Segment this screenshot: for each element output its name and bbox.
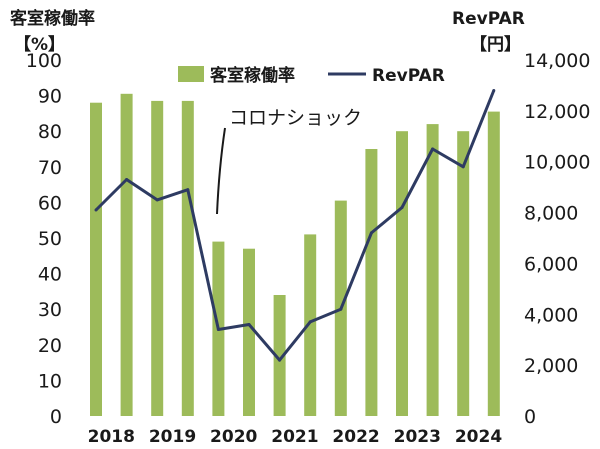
- revpar-line-group: [94, 89, 496, 362]
- left-tick-label: 70: [38, 157, 62, 179]
- occupancy-bars: [90, 93, 500, 417]
- left-tick-label: 50: [38, 228, 62, 250]
- right-tick-label: 8,000: [524, 203, 578, 225]
- right-tick-label: 2,000: [524, 355, 578, 377]
- occupancy-bar: [120, 93, 133, 417]
- right-tick-label: 12,000: [524, 101, 590, 123]
- left-tick-label: 0: [50, 406, 62, 428]
- occupancy-bar: [151, 100, 164, 417]
- occupancy-bar: [365, 149, 378, 416]
- revpar-point: [94, 208, 98, 212]
- right-tick-label: 0: [524, 406, 536, 428]
- left-axis-unit: 【%】: [14, 34, 65, 55]
- legend-bar-swatch: [178, 66, 204, 82]
- legend-bar-label: 客室稼働率: [209, 65, 295, 86]
- right-axis-unit: 【円】: [470, 34, 521, 55]
- x-tick-label: 2018: [88, 427, 135, 447]
- x-axis-ticks: 2018 2019 2020 2021 2022 2023 2024: [88, 427, 503, 447]
- left-axis-title: 客室稼働率: [9, 8, 95, 29]
- x-tick-label: 2019: [149, 427, 196, 447]
- revpar-point: [461, 165, 465, 169]
- occupancy-bar: [181, 100, 194, 417]
- legend-line-label: RevPAR: [372, 66, 445, 86]
- occupancy-bar: [426, 124, 439, 416]
- occupancy-bar: [273, 295, 286, 416]
- revpar-point: [216, 328, 220, 331]
- revpar-point: [400, 206, 404, 209]
- occupancy-bar: [243, 248, 255, 416]
- x-tick-label: 2024: [455, 427, 502, 447]
- right-axis-ticks: 14,000 12,000 10,000 8,000 6,000 4,000 2,000 0: [524, 50, 590, 428]
- revpar-point: [369, 231, 373, 235]
- x-tick-label: 2022: [332, 427, 379, 447]
- revpar-point: [186, 188, 190, 192]
- x-tick-label: 2020: [210, 427, 257, 447]
- left-tick-label: 30: [38, 299, 62, 321]
- revpar-point: [278, 358, 282, 362]
- annotation-text: コロナショック: [229, 107, 362, 129]
- occupancy-bar: [487, 111, 500, 416]
- left-tick-label: 40: [38, 264, 62, 286]
- x-tick-label: 2021: [271, 427, 318, 447]
- right-tick-label: 10,000: [524, 152, 590, 174]
- right-tick-label: 14,000: [524, 50, 590, 72]
- annotation-leader-line: [216, 127, 226, 215]
- right-tick-label: 4,000: [524, 304, 578, 326]
- revpar-point: [339, 307, 343, 311]
- revpar-point: [431, 147, 435, 151]
- x-tick-label: 2023: [394, 427, 441, 447]
- occupancy-bar: [396, 131, 408, 416]
- left-tick-label: 90: [38, 86, 62, 108]
- occupancy-bar: [457, 131, 470, 416]
- left-tick-label: 20: [38, 335, 62, 357]
- right-axis-title: RevPAR: [452, 9, 525, 29]
- revpar-point: [492, 89, 496, 92]
- right-tick-label: 6,000: [524, 253, 578, 275]
- revpar-point: [308, 320, 312, 324]
- left-tick-label: 10: [38, 370, 62, 392]
- left-tick-label: 60: [38, 192, 62, 214]
- legend: 客室稼働率 RevPAR: [178, 65, 445, 86]
- revpar-point: [247, 323, 251, 326]
- left-tick-label: 80: [38, 121, 62, 143]
- left-tick-label: 100: [26, 50, 62, 72]
- covid-annotation: コロナショック: [216, 107, 362, 215]
- revpar-point: [125, 178, 129, 181]
- revpar-point: [155, 198, 159, 202]
- occupancy-bar: [90, 102, 102, 416]
- occupancy-bar: [304, 234, 317, 416]
- revpar-line: [94, 89, 496, 362]
